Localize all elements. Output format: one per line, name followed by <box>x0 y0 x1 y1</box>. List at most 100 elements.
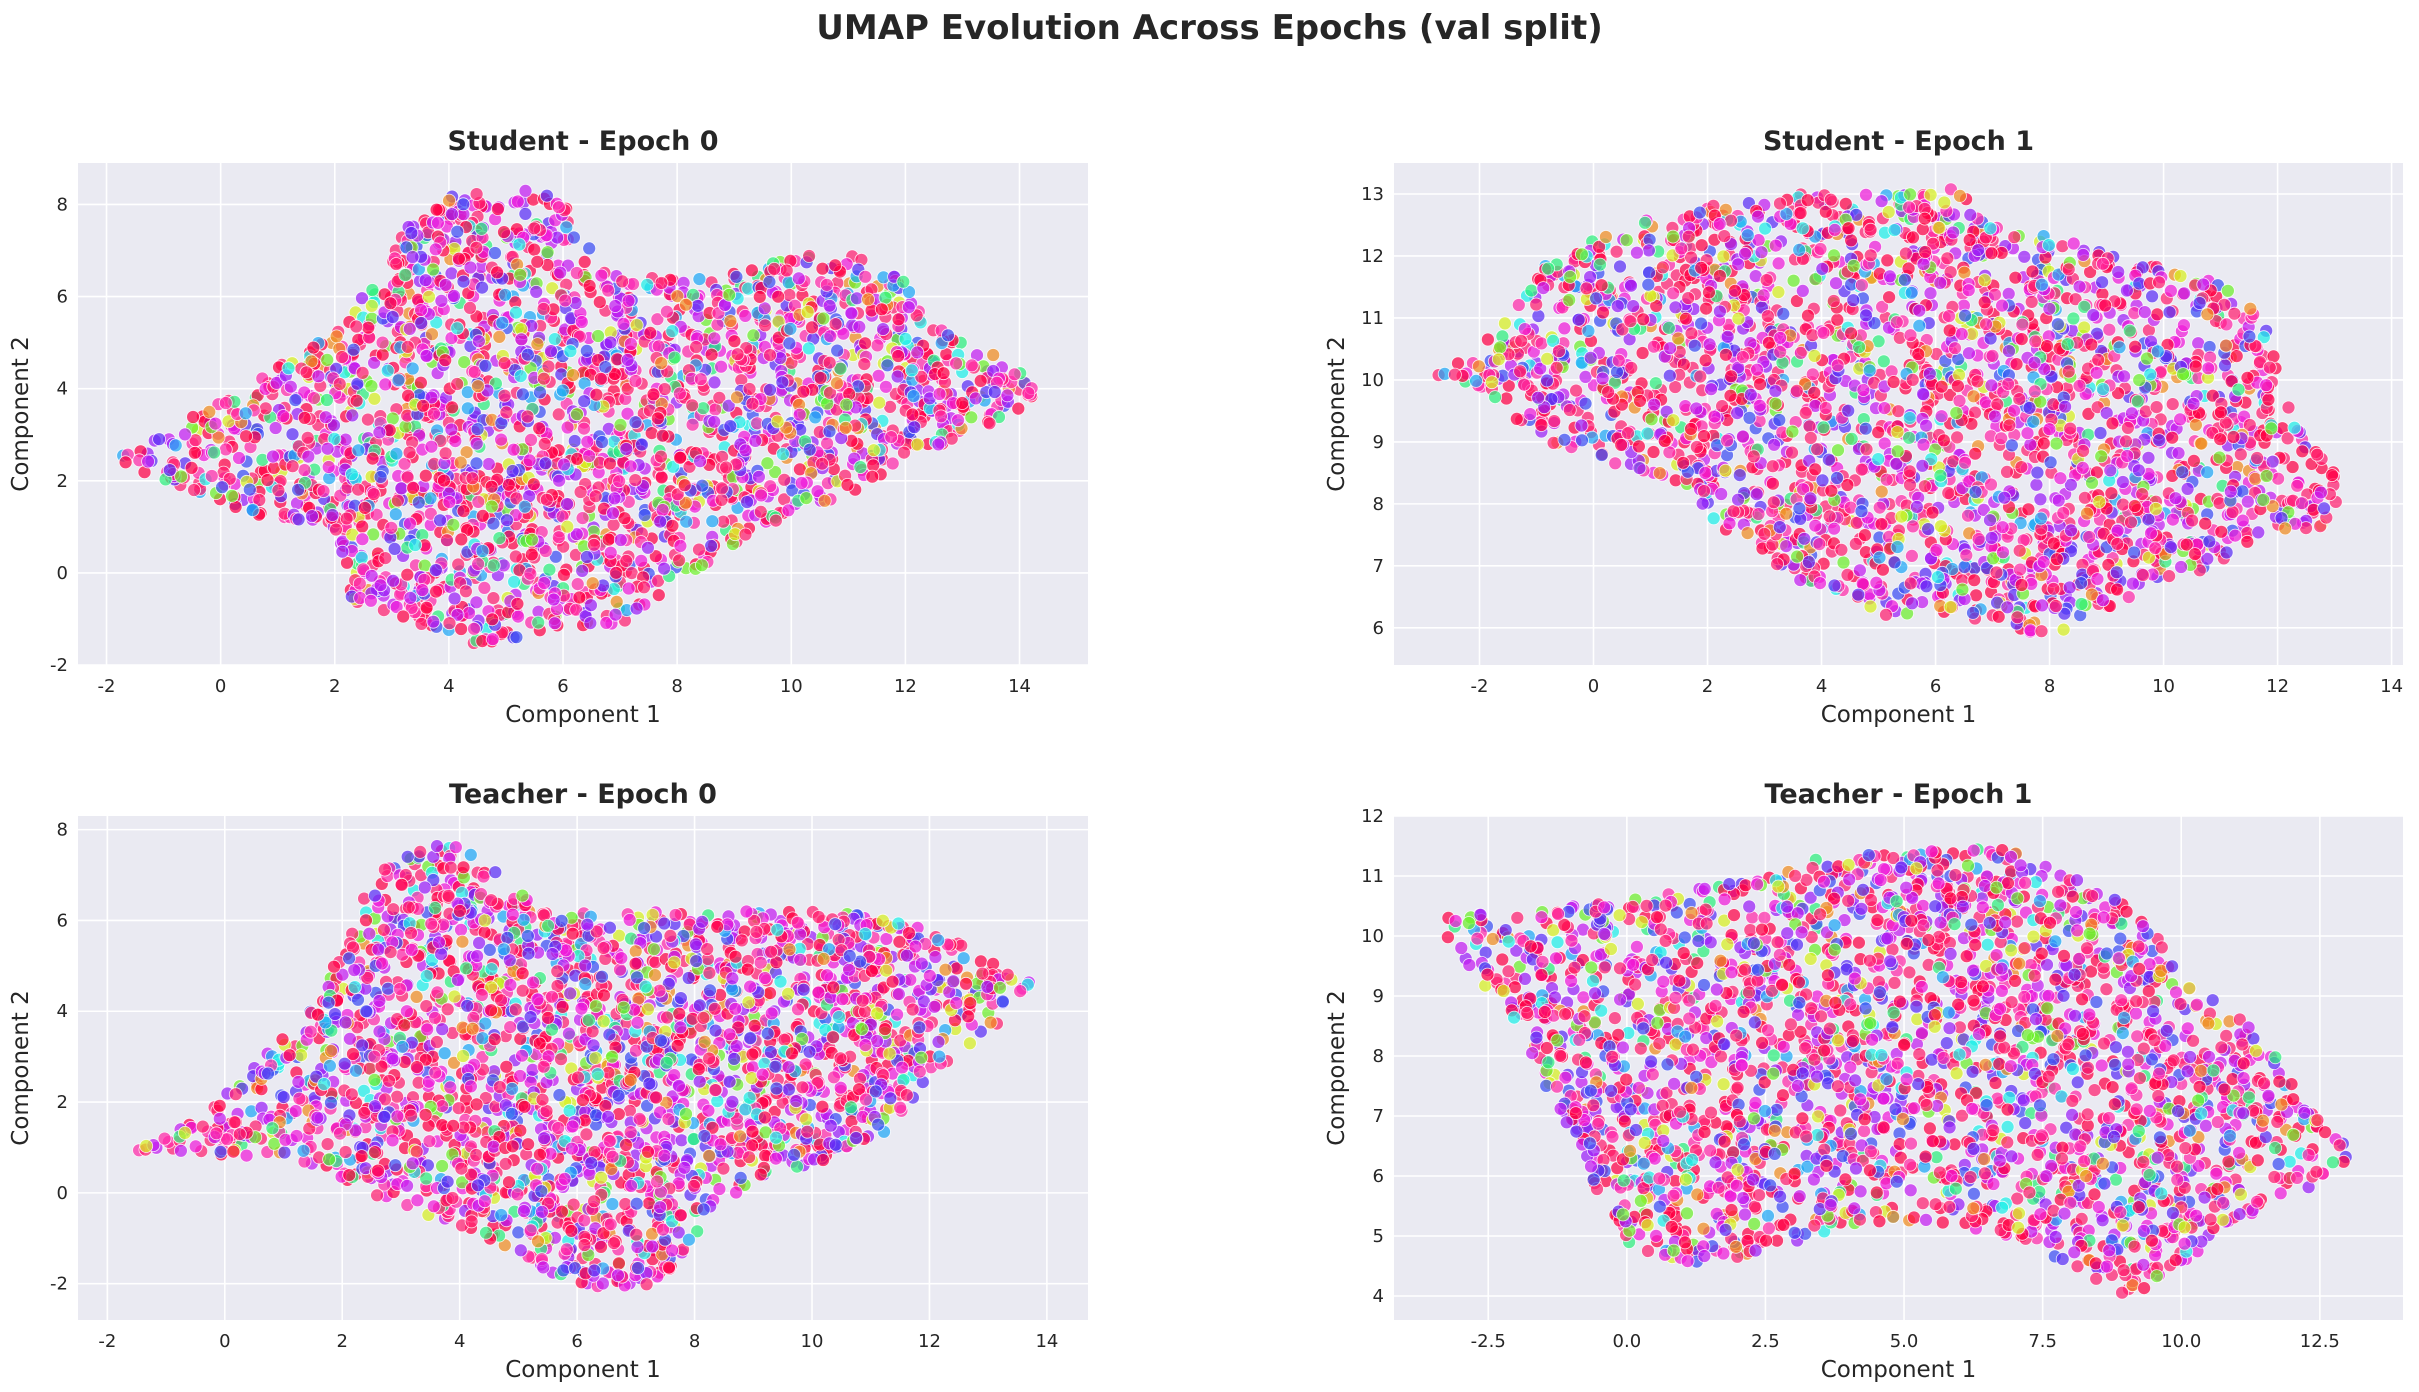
scatter-point <box>533 385 547 400</box>
scatter-point <box>547 332 562 347</box>
scatter-point <box>1906 204 1920 219</box>
scatter-point <box>2226 478 2241 493</box>
scatter-point <box>1944 487 1958 502</box>
scatter-point <box>833 391 847 406</box>
scatter-point <box>1648 376 1663 391</box>
scatter-point <box>537 367 551 381</box>
scatter-point <box>1758 349 1773 364</box>
scatter-point <box>2281 496 2296 511</box>
scatter-point <box>790 346 804 361</box>
scatter-point <box>586 524 601 539</box>
scatter-point <box>1732 468 1747 483</box>
scatter-point <box>1925 377 1939 392</box>
scatter-point <box>532 453 547 468</box>
scatter-point <box>400 233 415 248</box>
scatter-point <box>2009 604 2024 619</box>
scatter-point <box>2171 462 2186 477</box>
scatter-point <box>1001 394 1015 409</box>
scatter-point <box>1829 300 1844 315</box>
scatter-point <box>1848 385 1863 400</box>
scatter-point <box>1931 500 1946 515</box>
scatter-point <box>682 292 697 307</box>
scatter-point <box>373 578 388 593</box>
scatter-point <box>1920 378 1935 393</box>
scatter-point <box>513 267 528 282</box>
scatter-point <box>725 482 740 497</box>
scatter-point <box>1627 321 1642 336</box>
scatter-point <box>2053 399 2068 414</box>
scatter-point <box>368 348 383 363</box>
scatter-point <box>2269 425 2284 440</box>
scatter-point <box>792 397 806 412</box>
scatter-point <box>2157 506 2172 521</box>
scatter-point <box>878 290 893 305</box>
scatter-point <box>455 326 470 341</box>
scatter-point <box>1840 221 1854 236</box>
scatter-point <box>831 364 846 379</box>
scatter-point <box>445 239 460 254</box>
scatter-point <box>657 382 672 397</box>
scatter-point <box>403 240 418 255</box>
scatter-point <box>1901 261 1916 276</box>
scatter-point <box>286 507 301 522</box>
scatter-point <box>736 449 751 464</box>
scatter-point <box>371 554 386 569</box>
scatter-point <box>1826 353 1841 367</box>
scatter-point <box>554 287 569 302</box>
scatter-point <box>1942 208 1956 223</box>
scatter-point <box>598 490 612 505</box>
scatter-point <box>1894 273 1908 288</box>
scatter-point <box>1534 336 1549 351</box>
scatter-point <box>437 489 452 504</box>
scatter-point <box>1753 377 1767 392</box>
scatter-point <box>828 317 843 332</box>
scatter-point <box>552 524 567 539</box>
scatter-point <box>2014 390 2029 405</box>
scatter-point <box>2103 463 2118 478</box>
scatter-point <box>192 484 207 499</box>
scatter-point <box>787 311 802 326</box>
scatter-point <box>1755 536 1769 550</box>
scatter-point <box>357 498 372 513</box>
scatter-point <box>1963 327 1977 342</box>
scatter-point <box>670 289 685 304</box>
scatter-point <box>1852 439 1867 454</box>
scatter-point <box>777 472 792 487</box>
scatter-point <box>1884 272 1899 287</box>
scatter-point <box>609 594 624 609</box>
scatter-point <box>2221 368 2235 383</box>
scatter-point <box>2153 364 2168 379</box>
scatter-point <box>346 360 361 375</box>
scatter-point <box>570 407 584 422</box>
scatter-point <box>2148 378 2163 393</box>
scatter-point <box>1923 376 1938 391</box>
scatter-point <box>2159 291 2174 306</box>
scatter-point <box>2162 537 2177 552</box>
scatter-point <box>578 477 593 492</box>
scatter-point <box>2080 506 2094 521</box>
scatter-point <box>1798 405 1813 420</box>
scatter-point <box>692 272 707 287</box>
scatter-point <box>2115 455 2130 470</box>
scatter-point <box>2108 581 2123 596</box>
scatter-point <box>891 319 906 334</box>
scatter-point <box>563 453 578 468</box>
scatter-point <box>1918 264 1933 279</box>
scatter-point <box>1730 301 1745 316</box>
scatter-point <box>1871 425 1886 440</box>
scatter-point <box>2107 294 2122 309</box>
scatter-point <box>404 376 419 391</box>
scatter-point <box>830 474 845 489</box>
scatter-point <box>578 609 593 624</box>
scatter-point <box>589 439 604 454</box>
scatter-point <box>338 519 353 534</box>
scatter-point <box>773 262 788 277</box>
scatter-point <box>1779 535 1794 549</box>
scatter-point <box>496 558 511 573</box>
scatter-point <box>529 276 544 291</box>
scatter-point <box>1857 344 1872 359</box>
scatter-point <box>1669 268 1684 283</box>
scatter-point <box>1947 373 1962 388</box>
scatter-point <box>741 488 755 503</box>
scatter-point <box>1529 356 1544 371</box>
